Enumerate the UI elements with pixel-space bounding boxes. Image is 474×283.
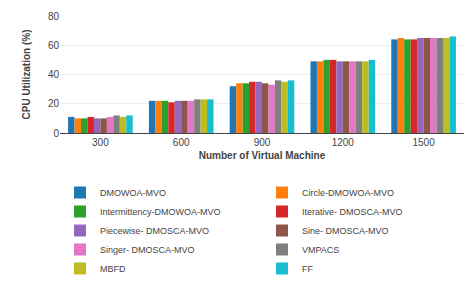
svg-text:VMPACS: VMPACS bbox=[302, 245, 339, 255]
svg-text:600: 600 bbox=[173, 137, 190, 148]
svg-text:FF: FF bbox=[302, 264, 313, 274]
svg-text:900: 900 bbox=[254, 137, 271, 148]
svg-text:60: 60 bbox=[48, 40, 60, 51]
svg-text:Intermittency-DMOWOA-MVO: Intermittency-DMOWOA-MVO bbox=[100, 207, 221, 217]
svg-text:Circle-DMOWOA-MVO: Circle-DMOWOA-MVO bbox=[302, 188, 394, 198]
svg-text:MBFD: MBFD bbox=[100, 264, 126, 274]
svg-text:1500: 1500 bbox=[412, 137, 435, 148]
svg-text:Iterative- DMOSCA-MVO: Iterative- DMOSCA-MVO bbox=[302, 207, 403, 217]
svg-text:0: 0 bbox=[53, 128, 59, 139]
svg-text:CPU Utilization (%): CPU Utilization (%) bbox=[21, 30, 32, 120]
svg-text:20: 20 bbox=[48, 98, 60, 109]
svg-text:80: 80 bbox=[48, 11, 60, 22]
svg-text:1200: 1200 bbox=[332, 137, 355, 148]
svg-text:300: 300 bbox=[92, 137, 109, 148]
svg-text:Sine- DMOSCA-MVO: Sine- DMOSCA-MVO bbox=[302, 226, 389, 236]
svg-text:DMOWOA-MVO: DMOWOA-MVO bbox=[100, 188, 166, 198]
svg-text:40: 40 bbox=[48, 69, 60, 80]
svg-text:Singer- DMOSCA-MVO: Singer- DMOSCA-MVO bbox=[100, 245, 195, 255]
svg-text:Number of Virtual Machine: Number of Virtual Machine bbox=[199, 150, 326, 161]
svg-text:Piecewise- DMOSCA-MVO: Piecewise- DMOSCA-MVO bbox=[100, 226, 209, 236]
